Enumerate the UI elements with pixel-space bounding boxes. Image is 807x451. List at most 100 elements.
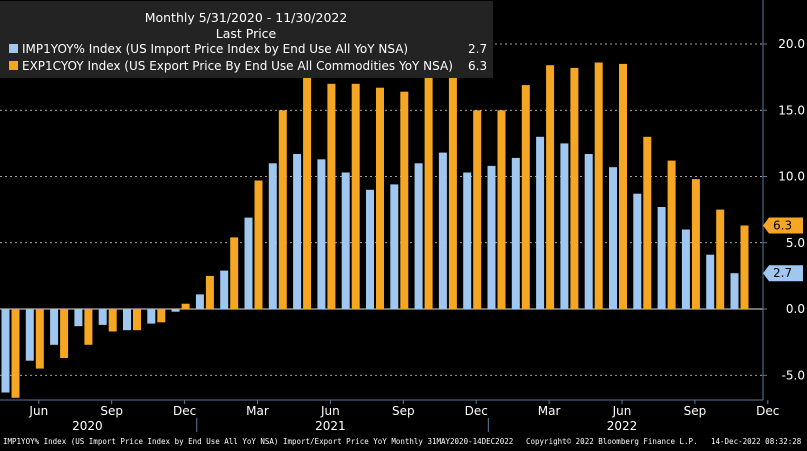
last-value-label-import: 2.7 (773, 266, 792, 280)
footer-timestamp: 14-Dec-2022 08:32:28 (711, 437, 802, 446)
bar-export (254, 180, 263, 309)
bar-import (657, 207, 666, 309)
bar-import (609, 167, 617, 309)
bar-export (740, 225, 749, 309)
y-tick-label: 20.0 (778, 37, 805, 51)
bar-import (341, 172, 350, 309)
bar-import (220, 270, 229, 309)
legend-swatch-import (9, 44, 18, 53)
x-tick-label: Sep (100, 404, 123, 418)
x-tick-label: Jun (320, 404, 340, 418)
bar-export (594, 62, 603, 309)
bar-import (147, 309, 156, 324)
footer: IMP1YOY% Index (US Import Price Index by… (0, 434, 807, 451)
bar-export (205, 275, 214, 309)
y-tick-label: -5.0 (782, 368, 805, 382)
bar-export (400, 91, 409, 309)
bar-import (511, 157, 520, 309)
bar-import (414, 163, 423, 310)
bar-import (1, 309, 10, 393)
bar-import (293, 154, 302, 309)
x-tick-label: Jun (28, 404, 48, 418)
bar-export (108, 309, 117, 332)
y-tick-label: 15.0 (778, 103, 805, 117)
legend-value-import: 2.7 (468, 42, 487, 56)
last-value-tag-import (763, 265, 803, 282)
footer-copyright: Copyright© 2022 Bloomberg Finance L.P. (526, 437, 698, 446)
bar-export (11, 309, 20, 398)
x-tick-label: Sep (392, 404, 415, 418)
legend-background (0, 1, 493, 78)
bar-import (390, 184, 399, 309)
last-value-label-export: 6.3 (773, 219, 792, 233)
bar-export (424, 66, 433, 309)
bar-import (244, 217, 253, 309)
last-value-tag-export (763, 217, 803, 234)
x-tick-label: Mar (538, 404, 561, 418)
bar-export (278, 110, 287, 310)
bar-export (619, 63, 627, 310)
bar-import (74, 309, 83, 327)
bar-export (521, 85, 530, 309)
bar-export (303, 77, 312, 309)
bar-export (448, 67, 457, 310)
legend: Monthly 5/31/2020 - 11/30/2022 Last Pric… (0, 1, 493, 78)
bar-import (463, 172, 472, 309)
bar-export (376, 87, 384, 309)
bar-export (643, 136, 652, 310)
bar-import (584, 154, 593, 309)
bar-export (327, 83, 336, 310)
bar-export (157, 309, 166, 323)
bar-import (633, 193, 642, 309)
bar-import (268, 163, 277, 310)
bar-import (560, 143, 569, 309)
x-tick-label: Mar (246, 404, 269, 418)
bar-export (473, 110, 482, 310)
y-tick-label: 0.0 (786, 302, 805, 316)
x-year-label: 2020 (72, 419, 103, 433)
bar-import (536, 136, 545, 310)
x-tick-label: Dec (465, 404, 488, 418)
bar-import (487, 165, 496, 309)
bars-layer (1, 62, 749, 398)
y-tick-label: 5.0 (786, 236, 805, 250)
bar-import (317, 159, 326, 309)
bar-export (546, 65, 555, 309)
bar-export (497, 110, 506, 310)
x-tick-label: Sep (684, 404, 707, 418)
bar-export (181, 303, 190, 309)
bar-export (84, 309, 93, 345)
x-tick-label: Dec (756, 404, 779, 418)
bar-export (691, 179, 700, 309)
bar-import (123, 309, 131, 331)
axis-layer: -5.0 0.0 5.0 10.0 15.0 20.0 Jun Sep Dec Mar Jun Sep… (0, 0, 805, 433)
bar-import (25, 309, 34, 361)
bar-export (133, 309, 141, 331)
legend-label-import: IMP1YOY% Index (US Import Price Index by… (22, 42, 408, 56)
bar-export (230, 237, 239, 309)
bar-export (60, 309, 69, 358)
bar-export (35, 309, 44, 369)
x-year-label: 2021 (315, 419, 346, 433)
x-tick-label: Jun (612, 404, 632, 418)
footer-security-description: IMP1YOY% Index (US Import Price Index by… (3, 437, 514, 446)
bar-export (570, 67, 579, 310)
bar-export (716, 209, 725, 309)
legend-subtitle: Last Price (216, 26, 277, 41)
bar-import (50, 309, 59, 345)
x-year-label: 2022 (607, 419, 638, 433)
bar-import (730, 273, 739, 309)
legend-label-export: EXP1CYOY Index (US Export Price By End U… (22, 59, 453, 73)
legend-value-export: 6.3 (468, 59, 487, 73)
legend-title: Monthly 5/31/2020 - 11/30/2022 (145, 10, 348, 25)
bar-export (351, 83, 360, 310)
bar-import (366, 189, 374, 310)
bar-import (171, 309, 180, 312)
bar-import (706, 254, 715, 309)
bar-import (98, 309, 107, 325)
legend-swatch-export (9, 61, 18, 70)
y-tick-label: 10.0 (778, 170, 805, 184)
bar-import (438, 152, 447, 309)
bar-export (667, 160, 676, 309)
